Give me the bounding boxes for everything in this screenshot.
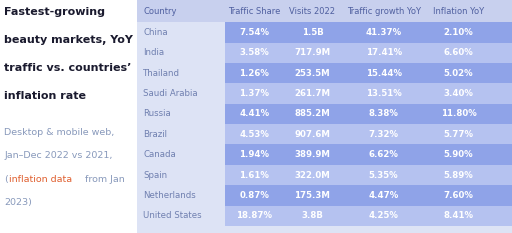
Text: Country: Country [143, 7, 177, 16]
Text: Russia: Russia [143, 109, 171, 118]
Text: 7.54%: 7.54% [239, 28, 269, 37]
Text: Visits 2022: Visits 2022 [289, 7, 335, 16]
Text: 389.9M: 389.9M [294, 150, 330, 159]
Text: 1.61%: 1.61% [240, 171, 269, 180]
FancyBboxPatch shape [137, 63, 225, 83]
FancyBboxPatch shape [137, 83, 225, 104]
Text: 2.10%: 2.10% [444, 28, 474, 37]
FancyBboxPatch shape [137, 144, 225, 165]
Text: 5.77%: 5.77% [443, 130, 474, 139]
Text: 15.44%: 15.44% [366, 69, 401, 78]
Text: 1.5B: 1.5B [302, 28, 323, 37]
FancyBboxPatch shape [137, 124, 225, 144]
Text: China: China [143, 28, 168, 37]
Text: 322.0M: 322.0M [294, 171, 330, 180]
Text: 13.51%: 13.51% [366, 89, 401, 98]
Text: 5.89%: 5.89% [444, 171, 474, 180]
Text: 18.87%: 18.87% [237, 211, 272, 220]
Text: 11.80%: 11.80% [441, 109, 477, 118]
Text: 7.60%: 7.60% [444, 191, 474, 200]
Text: beauty markets, YoY: beauty markets, YoY [4, 35, 133, 45]
Text: 3.58%: 3.58% [240, 48, 269, 57]
Text: 907.6M: 907.6M [294, 130, 330, 139]
Text: 4.47%: 4.47% [369, 191, 399, 200]
Text: 1.37%: 1.37% [239, 89, 269, 98]
Text: 17.41%: 17.41% [366, 48, 402, 57]
Text: 885.2M: 885.2M [294, 109, 330, 118]
Text: 6.60%: 6.60% [444, 48, 474, 57]
FancyBboxPatch shape [137, 206, 512, 226]
FancyBboxPatch shape [137, 165, 225, 185]
FancyBboxPatch shape [137, 104, 512, 124]
FancyBboxPatch shape [137, 0, 512, 233]
Text: 261.7M: 261.7M [294, 89, 330, 98]
Text: Traffic growth YoY: Traffic growth YoY [347, 7, 421, 16]
Text: 0.87%: 0.87% [240, 191, 269, 200]
Text: Traffic Share: Traffic Share [228, 7, 281, 16]
Text: 253.5M: 253.5M [294, 69, 330, 78]
FancyBboxPatch shape [137, 22, 225, 42]
Text: 7.32%: 7.32% [369, 130, 399, 139]
FancyBboxPatch shape [137, 124, 512, 144]
Text: Netherlands: Netherlands [143, 191, 196, 200]
FancyBboxPatch shape [137, 144, 512, 165]
Text: 717.9M: 717.9M [294, 48, 330, 57]
Text: Fastest-growing: Fastest-growing [4, 7, 105, 17]
Text: Thailand: Thailand [143, 69, 180, 78]
FancyBboxPatch shape [137, 185, 512, 206]
Text: United States: United States [143, 211, 202, 220]
FancyBboxPatch shape [137, 165, 512, 185]
FancyBboxPatch shape [137, 63, 512, 83]
Text: 3.8B: 3.8B [302, 211, 324, 220]
FancyBboxPatch shape [137, 0, 512, 22]
FancyBboxPatch shape [137, 42, 225, 63]
FancyBboxPatch shape [137, 206, 225, 226]
Text: Inflation YoY: Inflation YoY [433, 7, 484, 16]
Text: 4.53%: 4.53% [240, 130, 269, 139]
Text: 1.94%: 1.94% [239, 150, 269, 159]
Text: Canada: Canada [143, 150, 176, 159]
Text: 2023): 2023) [4, 198, 32, 207]
FancyBboxPatch shape [137, 22, 512, 42]
Text: 41.37%: 41.37% [366, 28, 402, 37]
Text: 5.90%: 5.90% [444, 150, 474, 159]
Text: from Jan: from Jan [82, 175, 125, 184]
Text: 175.3M: 175.3M [294, 191, 330, 200]
Text: 5.35%: 5.35% [369, 171, 398, 180]
FancyBboxPatch shape [137, 104, 225, 124]
Text: inflation rate: inflation rate [4, 91, 86, 101]
Text: 1.26%: 1.26% [240, 69, 269, 78]
Text: Spain: Spain [143, 171, 167, 180]
FancyBboxPatch shape [137, 185, 225, 206]
Text: 5.02%: 5.02% [444, 69, 474, 78]
Text: Desktop & mobile web,: Desktop & mobile web, [4, 128, 114, 137]
Text: Jan–Dec 2022 vs 2021,: Jan–Dec 2022 vs 2021, [4, 151, 113, 161]
FancyBboxPatch shape [137, 42, 512, 63]
Text: 4.25%: 4.25% [369, 211, 398, 220]
FancyBboxPatch shape [137, 83, 512, 104]
Text: (: ( [4, 175, 8, 184]
Text: 6.62%: 6.62% [369, 150, 398, 159]
Text: inflation data: inflation data [9, 175, 72, 184]
Text: Saudi Arabia: Saudi Arabia [143, 89, 198, 98]
Text: Brazil: Brazil [143, 130, 167, 139]
Text: India: India [143, 48, 164, 57]
Text: traffic vs. countries’: traffic vs. countries’ [4, 63, 132, 73]
Text: 8.41%: 8.41% [443, 211, 474, 220]
Text: 4.41%: 4.41% [239, 109, 269, 118]
Text: 8.38%: 8.38% [369, 109, 398, 118]
Text: 3.40%: 3.40% [444, 89, 474, 98]
